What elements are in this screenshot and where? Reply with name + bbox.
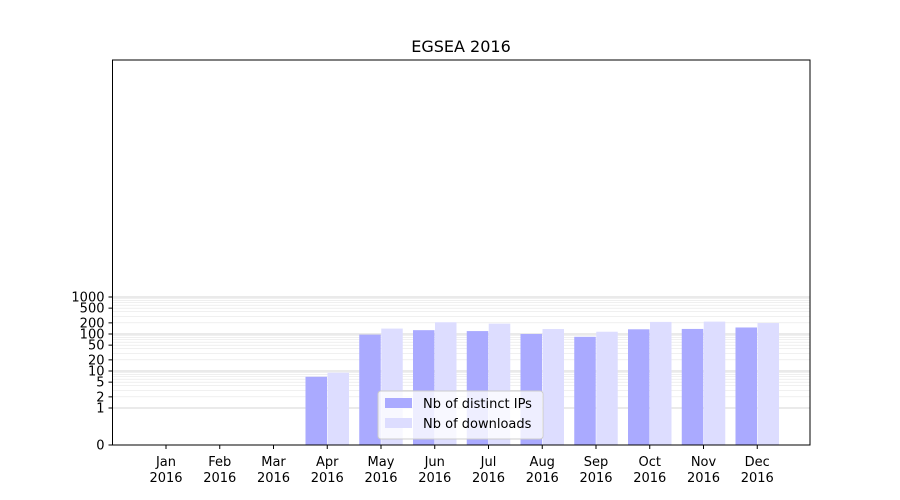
bar-nb-of-distinct-ips-10 [681,328,704,445]
bar-nb-of-downloads-10 [703,321,726,445]
legend-label: Nb of distinct IPs [423,397,532,412]
y-tick-label: 50 [88,339,105,354]
bar-nb-of-distinct-ips-11 [735,327,757,445]
legend-box [377,390,544,440]
bar-nb-of-downloads-3 [327,372,349,445]
x-tick-label: Jun 2016 [418,455,451,486]
y-tick-label: 5 [96,376,104,391]
x-tick-label: Nov 2016 [687,455,720,486]
y-tick-label: 100 [80,328,105,343]
x-tick-label: Mar 2016 [257,455,290,486]
x-tick-label: May 2016 [364,455,397,486]
x-axis: Jan 2016 Feb 2016 Mar 2016 Apr 2016 May 2016 Jun 20… [149,445,774,486]
bar-nb-of-downloads-11 [757,323,779,445]
x-tick-label: Jan 2016 [149,455,182,486]
x-tick-label: Oct 2016 [633,455,666,486]
y-tick-label: 1000 [71,291,104,306]
x-tick-label: Aug 2016 [526,455,559,486]
x-tick-label: Apr 2016 [311,455,344,486]
y-tick-label: 20 [88,353,105,368]
bar-nb-of-distinct-ips-8 [574,336,596,445]
legend-label: Nb of downloads [423,417,532,432]
bar-nb-of-downloads-7 [542,329,564,445]
bar-nb-of-distinct-ips-9 [628,329,650,445]
y-tick-label: 0 [96,439,104,454]
legend-swatch [385,418,412,428]
legend: Nb of distinct IPs Nb of downloads [377,390,544,440]
y-tick-label: 1 [96,402,104,417]
bar-nb-of-distinct-ips-4 [359,334,381,445]
bar-nb-of-distinct-ips-3 [305,376,327,445]
y-tick-label: 2 [96,390,104,405]
chart-title: EGSEA 2016 [411,37,511,56]
y-tick-label: 10 [88,365,105,380]
x-tick-label: Jul 2016 [472,455,505,486]
legend-swatch [385,398,412,408]
y-tick-label: 200 [80,316,105,331]
plot-frame [112,59,811,446]
bar-nb-of-downloads-8 [596,331,618,445]
x-tick-label: Sep 2016 [579,455,612,486]
x-tick-label: Feb 2016 [203,455,236,486]
bar-nb-of-downloads-9 [650,321,672,445]
y-tick-label: 500 [80,302,105,317]
x-tick-label: Dec 2016 [741,455,774,486]
